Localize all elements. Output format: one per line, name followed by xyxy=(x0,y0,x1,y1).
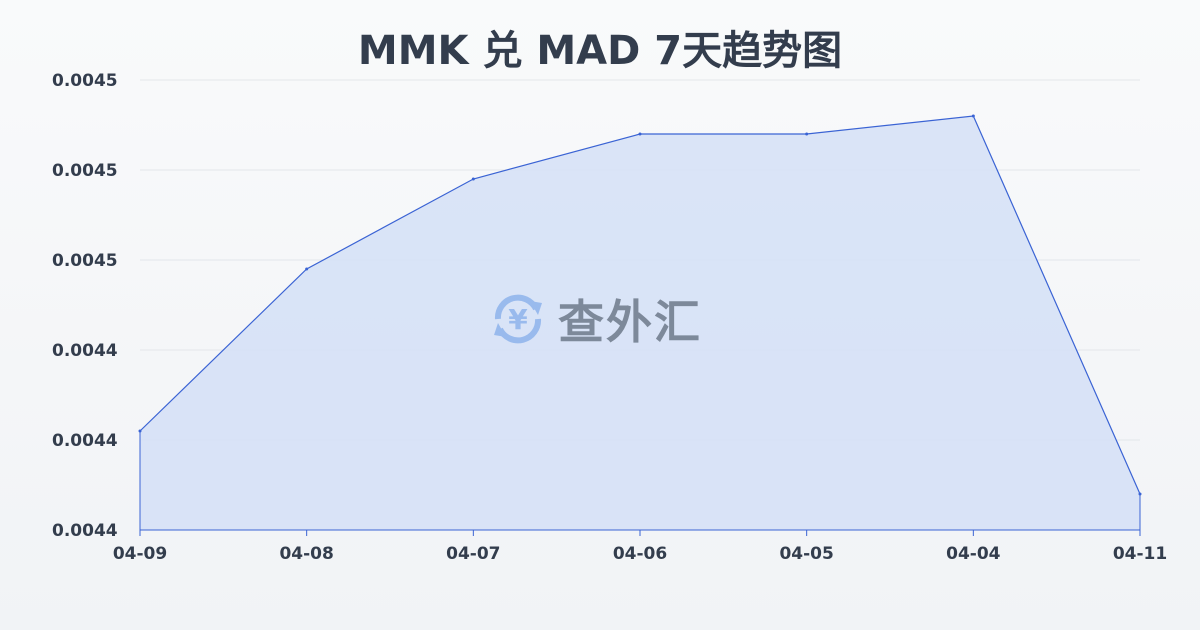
y-tick-label: 0.0045 xyxy=(52,161,118,181)
x-tick-label: 04-04 xyxy=(946,544,1001,564)
y-tick-label: 0.0045 xyxy=(52,251,118,271)
x-tick-label: 04-08 xyxy=(279,544,333,564)
data-point xyxy=(805,132,809,136)
data-point xyxy=(638,132,642,136)
chart-title: MMK 兑 MAD 7天趋势图 xyxy=(357,28,843,74)
watermark-text: 查外汇 xyxy=(558,295,702,349)
data-point xyxy=(471,177,475,181)
x-tick-label: 04-05 xyxy=(779,544,833,564)
area-fill xyxy=(140,116,1140,530)
x-tick-label: 04-06 xyxy=(613,544,667,564)
y-tick-label: 0.0045 xyxy=(52,71,118,91)
x-tick-label: 04-07 xyxy=(446,544,500,564)
x-tick-label: 04-09 xyxy=(113,544,167,564)
data-point xyxy=(1138,492,1142,496)
yuan-exchange-icon: ¥ xyxy=(494,294,542,344)
data-point xyxy=(138,429,142,433)
svg-text:¥: ¥ xyxy=(508,303,528,336)
y-tick-label: 0.0044 xyxy=(52,521,118,541)
watermark: ¥ 查外汇 xyxy=(488,286,702,352)
y-tick-label: 0.0044 xyxy=(52,431,118,451)
x-tick-label: 04-11 xyxy=(1113,544,1167,564)
data-point xyxy=(305,267,309,271)
y-tick-label: 0.0044 xyxy=(52,341,118,361)
data-point xyxy=(971,114,975,118)
